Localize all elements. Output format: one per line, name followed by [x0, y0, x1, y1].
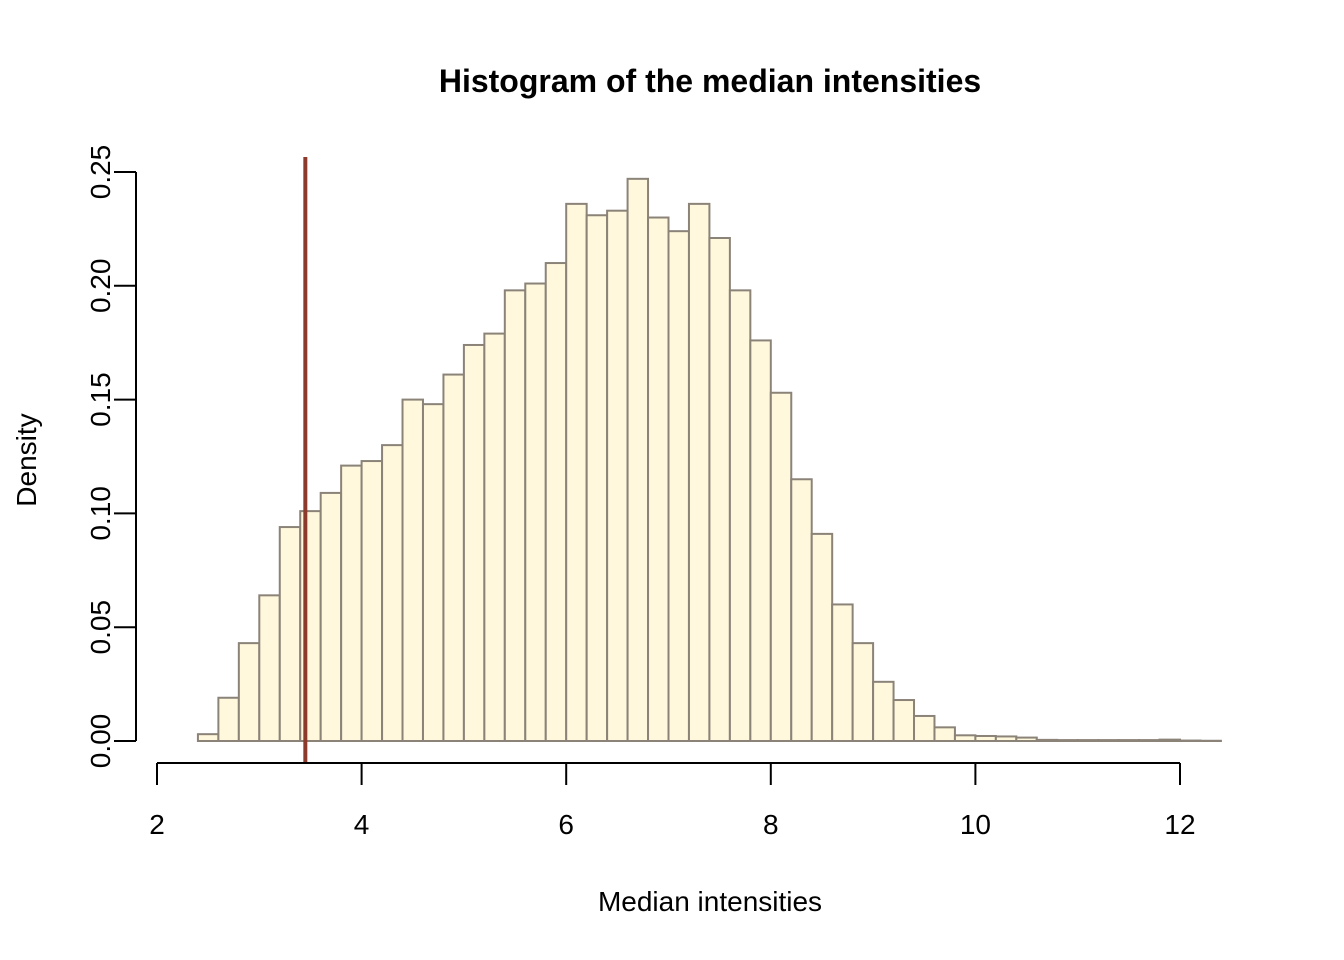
x-tick-label: 10	[960, 809, 991, 840]
histogram-bar	[544, 262, 568, 742]
x-tick-label: 4	[354, 809, 370, 840]
histogram-bar	[667, 230, 690, 742]
histogram-bar	[1015, 736, 1038, 742]
histogram-bar	[237, 642, 261, 743]
histogram-bar	[606, 209, 629, 742]
x-tick-label: 12	[1164, 809, 1195, 840]
x-axis: 2 4 6 8 10 12	[149, 762, 1196, 840]
x-tick-label: 8	[763, 809, 779, 840]
y-tick-label: 0.15	[85, 372, 116, 427]
histogram-bar	[1056, 739, 1079, 742]
histogram-bar	[892, 699, 916, 742]
y-tick-label: 0.00	[85, 714, 116, 769]
histogram-bar	[1158, 738, 1182, 742]
histogram-bar	[1117, 739, 1141, 742]
bars-group	[196, 177, 1222, 743]
histogram-bar	[953, 734, 977, 742]
histogram-bar	[831, 603, 854, 742]
histogram-bar	[524, 282, 547, 742]
histogram-bar	[851, 642, 875, 743]
y-axis-label: Density	[11, 413, 42, 506]
y-tick-label: 0.20	[85, 259, 116, 314]
histogram-bar	[872, 680, 895, 742]
histogram-bar	[319, 491, 343, 742]
histogram-bar	[810, 532, 834, 742]
x-axis-label: Median intensities	[598, 886, 822, 917]
histogram-bar	[708, 237, 731, 742]
histogram-bar	[442, 373, 465, 742]
y-axis: 0.00 0.05 0.10 0.15 0.20 0.25	[85, 145, 137, 769]
histogram-bar	[340, 464, 363, 742]
histogram-bar	[769, 391, 793, 742]
histogram-bar	[994, 735, 1018, 742]
histogram-bar	[462, 343, 486, 742]
histogram-bar	[974, 734, 997, 742]
histogram-bar	[360, 460, 384, 742]
histogram-bar	[258, 594, 281, 742]
histogram-bar	[647, 216, 670, 742]
y-tick-label: 0.05	[85, 600, 116, 655]
histogram-bar	[1138, 739, 1161, 742]
histogram-bar	[299, 510, 322, 742]
histogram-bar	[503, 289, 527, 742]
histogram-bar	[933, 726, 956, 742]
histogram-bar	[626, 177, 650, 742]
histogram-bar	[790, 478, 813, 742]
histogram-bar	[1076, 739, 1100, 742]
histogram-bar	[217, 696, 240, 742]
histogram-bar	[913, 714, 936, 742]
chart-title: Histogram of the median intensities	[439, 63, 981, 99]
histogram-bar	[749, 339, 772, 742]
histogram-bar	[1035, 738, 1059, 742]
y-tick-label: 0.10	[85, 486, 116, 541]
x-tick-label: 2	[149, 809, 165, 840]
histogram-bar	[278, 526, 302, 743]
histogram-bar	[687, 202, 711, 742]
histogram-bar	[196, 733, 220, 742]
histogram-bar	[483, 332, 506, 742]
x-tick-label: 6	[558, 809, 574, 840]
histogram-bar	[401, 398, 424, 742]
histogram-bar	[728, 289, 752, 742]
histogram-bar	[381, 444, 404, 742]
histogram-bar	[1097, 739, 1120, 742]
y-tick-label: 0.25	[85, 145, 116, 200]
histogram-bar	[585, 214, 609, 742]
histogram-bar	[421, 403, 445, 742]
histogram-bar	[565, 202, 588, 742]
